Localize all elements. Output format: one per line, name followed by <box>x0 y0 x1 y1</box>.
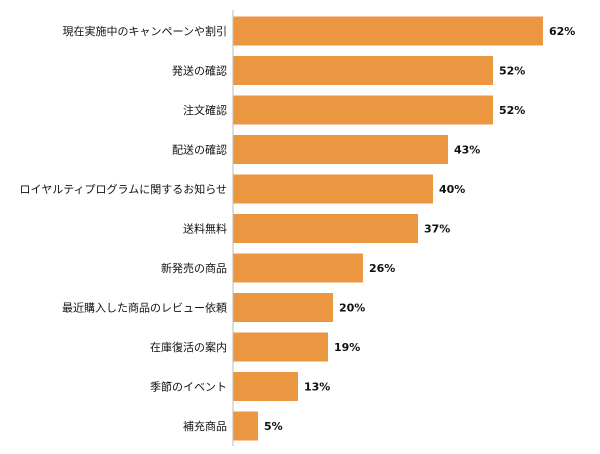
bar <box>233 56 493 85</box>
data-label: 62% <box>549 25 575 38</box>
category-label: 補充商品 <box>183 419 227 433</box>
bar <box>233 253 363 283</box>
bar <box>233 372 298 401</box>
bar <box>233 16 543 46</box>
category-label: 送料無料 <box>183 222 227 236</box>
bar <box>233 293 333 322</box>
data-label: 20% <box>339 302 365 315</box>
data-label: 13% <box>304 381 330 394</box>
category-label: 配送の確認 <box>172 143 227 157</box>
category-label: 最近購入した商品のレビュー依頼 <box>62 301 227 315</box>
bar <box>233 411 258 441</box>
category-label: 在庫復活の案内 <box>150 340 227 354</box>
category-label: 注文確認 <box>183 103 227 117</box>
category-label: ロイヤルティプログラムに関するお知らせ <box>20 182 227 196</box>
bar <box>233 174 433 204</box>
data-label: 37% <box>424 223 450 236</box>
data-label: 19% <box>334 341 360 354</box>
bar <box>233 135 448 164</box>
bar <box>233 332 328 362</box>
category-label: 現在実施中のキャンペーンや割引 <box>63 24 227 38</box>
category-label: 新発売の商品 <box>161 261 227 275</box>
category-label: 季節のイベント <box>150 380 227 394</box>
category-label: 発送の確認 <box>172 64 227 78</box>
data-label: 40% <box>439 183 465 196</box>
data-label: 5% <box>264 420 283 433</box>
bar <box>233 214 418 243</box>
data-label: 52% <box>499 65 525 78</box>
data-label: 52% <box>499 104 525 117</box>
bar <box>233 95 493 125</box>
data-label: 26% <box>369 262 395 275</box>
data-label: 43% <box>454 144 480 157</box>
